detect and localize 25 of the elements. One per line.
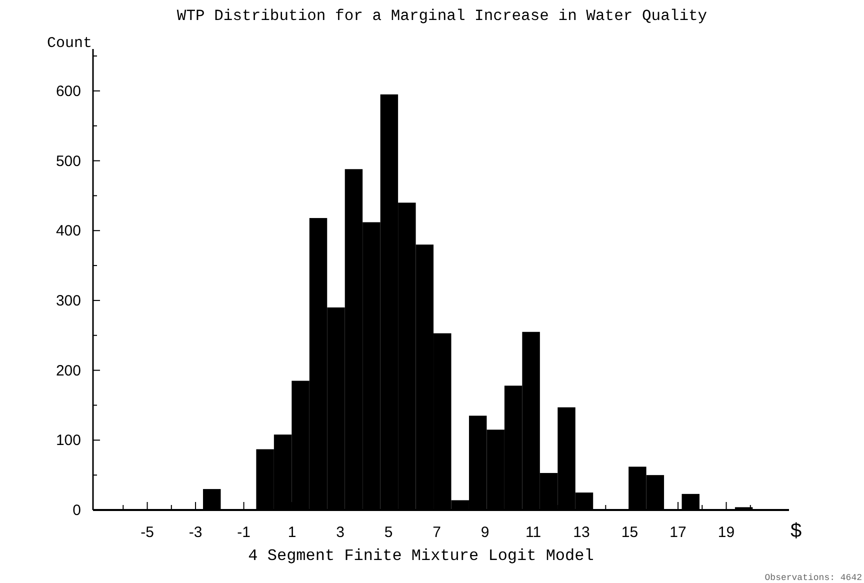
- x-tick-label: 9: [480, 524, 490, 541]
- x-tick-label: 5: [384, 524, 393, 541]
- x-tick-label: 17: [670, 524, 686, 541]
- y-tick-label: 100: [56, 432, 81, 450]
- x-tick-label: 3: [336, 524, 344, 541]
- y-tick-label: 200: [56, 362, 81, 380]
- x-tick-label: 7: [432, 524, 441, 541]
- x-tick-label: 13: [573, 524, 590, 541]
- text: $: [790, 520, 802, 542]
- y-axis-title: Count: [46, 35, 92, 52]
- y-tick-label: 0: [72, 502, 81, 519]
- text: Observations: 4642: [764, 573, 862, 583]
- y-tick-label: 400: [56, 222, 81, 240]
- x-tick-label: -5: [140, 524, 154, 541]
- x-axis-title: 4 Segment Finite Mixture Logit Model: [248, 547, 594, 565]
- x-tick-label: 11: [525, 524, 542, 541]
- x-tick-label: -3: [188, 524, 202, 541]
- y-tick-label: 300: [56, 292, 81, 310]
- x-tick-label: 1: [288, 524, 296, 541]
- y-tick-label: 500: [56, 152, 81, 170]
- x-tick-label: 19: [718, 524, 735, 541]
- x-tick-label: 15: [621, 524, 638, 541]
- x-tick-label: -1: [237, 524, 250, 541]
- y-tick-label: 600: [56, 82, 81, 100]
- chart-title: WTP Distribution for a Marginal Increase in Water Quality: [176, 7, 708, 25]
